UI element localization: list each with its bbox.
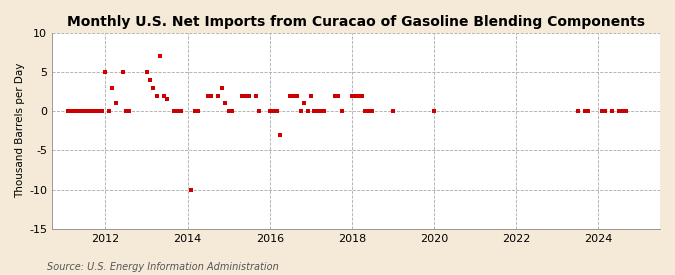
Point [186,187,196,192]
Point [367,109,378,113]
Point [90,109,101,113]
Point [159,94,169,98]
Point [336,109,347,113]
Point [121,109,132,113]
Point [70,109,80,113]
Point [357,94,368,98]
Point [216,86,227,90]
Point [254,109,265,113]
Point [267,109,278,113]
Point [614,109,624,113]
Point [206,94,217,98]
Point [93,109,104,113]
Point [360,109,371,113]
Point [176,109,186,113]
Point [62,109,73,113]
Point [316,109,327,113]
Point [295,109,306,113]
Point [172,109,183,113]
Point [305,94,316,98]
Point [620,109,631,113]
Point [161,97,172,102]
Point [617,109,628,113]
Y-axis label: Thousand Barrels per Day: Thousand Barrels per Day [15,63,25,199]
Point [244,94,254,98]
Point [387,109,398,113]
Point [86,109,97,113]
Point [572,109,583,113]
Point [227,109,238,113]
Point [313,109,323,113]
Point [107,86,118,90]
Point [308,109,319,113]
Point [72,109,83,113]
Point [354,94,364,98]
Point [288,94,299,98]
Point [76,109,87,113]
Point [169,109,180,113]
Point [364,109,375,113]
Point [110,101,121,106]
Point [251,94,262,98]
Point [141,70,152,74]
Point [223,109,234,113]
Point [151,94,162,98]
Text: Source: U.S. Energy Information Administration: Source: U.S. Energy Information Administ… [47,262,279,272]
Point [80,109,90,113]
Point [579,109,590,113]
Point [144,78,155,82]
Point [148,86,159,90]
Point [333,94,344,98]
Point [271,109,282,113]
Point [329,94,340,98]
Point [302,109,313,113]
Point [583,109,593,113]
Point [100,70,111,74]
Point [83,109,94,113]
Point [155,54,165,59]
Point [350,94,360,98]
Point [103,109,114,113]
Point [600,109,611,113]
Point [124,109,134,113]
Point [346,94,357,98]
Point [607,109,618,113]
Point [237,94,248,98]
Point [240,94,251,98]
Point [285,94,296,98]
Point [202,94,213,98]
Point [213,94,224,98]
Title: Monthly U.S. Net Imports from Curacao of Gasoline Blending Components: Monthly U.S. Net Imports from Curacao of… [67,15,645,29]
Point [319,109,330,113]
Point [220,101,231,106]
Point [189,109,200,113]
Point [596,109,607,113]
Point [117,70,128,74]
Point [265,109,275,113]
Point [292,94,302,98]
Point [429,109,439,113]
Point [298,101,309,106]
Point [66,109,77,113]
Point [192,109,203,113]
Point [275,133,286,137]
Point [97,109,107,113]
